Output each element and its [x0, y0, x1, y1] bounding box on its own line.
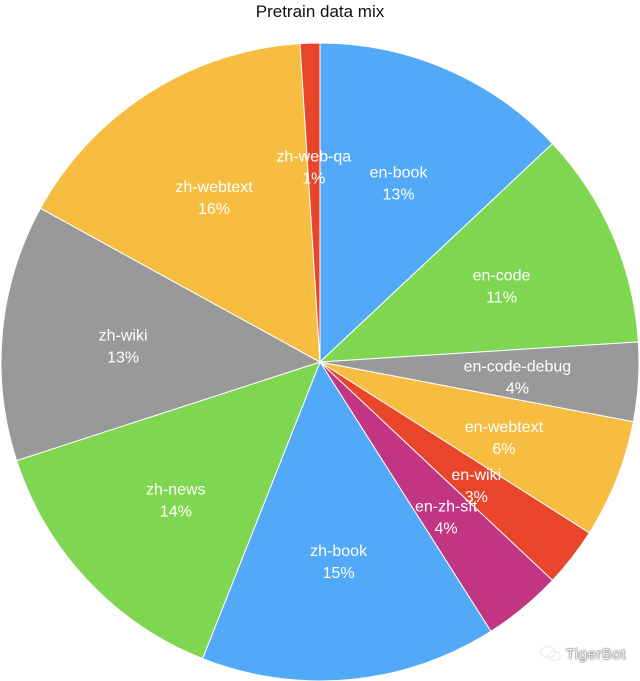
- pie-slice-en-code: [318, 142, 639, 363]
- slice-percent-en-code: 11%: [486, 289, 517, 306]
- wechat-icon: [540, 645, 562, 662]
- slice-percent-en-zh-sft: 4%: [435, 520, 458, 537]
- slice-percent-en-book: 13%: [383, 186, 415, 203]
- slice-percent-en-wiki: 3%: [465, 489, 488, 506]
- slice-label-zh-web-qa: zh-web-qa: [276, 148, 351, 165]
- pie-slice-zh-web-qa: [299, 42, 321, 363]
- pie-slice-zh-book: [201, 360, 492, 681]
- pie-slice-en-book: [319, 42, 554, 364]
- slice-percent-zh-book: 15%: [323, 565, 355, 582]
- slice-label-en-code-debug: en-code-debug: [464, 358, 572, 375]
- slice-label-en-zh-sft: en-zh-sft: [415, 498, 478, 515]
- slice-label-en-webtext: en-webtext: [465, 419, 544, 436]
- slice-percent-en-code-debug: 4%: [506, 380, 529, 397]
- slice-percent-zh-news: 14%: [160, 503, 192, 520]
- slice-percent-en-webtext: 6%: [492, 441, 515, 458]
- slice-label-en-wiki: en-wiki: [451, 467, 501, 484]
- slice-percent-zh-webtext: 16%: [198, 201, 230, 218]
- slice-label-zh-wiki: zh-wiki: [99, 327, 148, 344]
- slice-label-zh-webtext: zh-webtext: [175, 179, 253, 196]
- slice-label-en-book: en-book: [370, 164, 429, 181]
- pie-slice-zh-webtext: [39, 43, 321, 363]
- pie-slice-en-webtext: [319, 361, 634, 534]
- pie-slice-zh-wiki: [0, 207, 322, 462]
- slice-label-en-code: en-code: [473, 267, 531, 284]
- slice-label-zh-news: zh-news: [146, 481, 206, 498]
- chart-title: Pretrain data mix: [255, 2, 385, 21]
- slice-percent-zh-web-qa: 1%: [302, 170, 325, 187]
- slice-percent-zh-wiki: 13%: [107, 349, 139, 366]
- watermark-text: TigerBot: [565, 645, 626, 663]
- watermark: TigerBot: [540, 645, 626, 663]
- slice-label-zh-book: zh-book: [310, 543, 368, 560]
